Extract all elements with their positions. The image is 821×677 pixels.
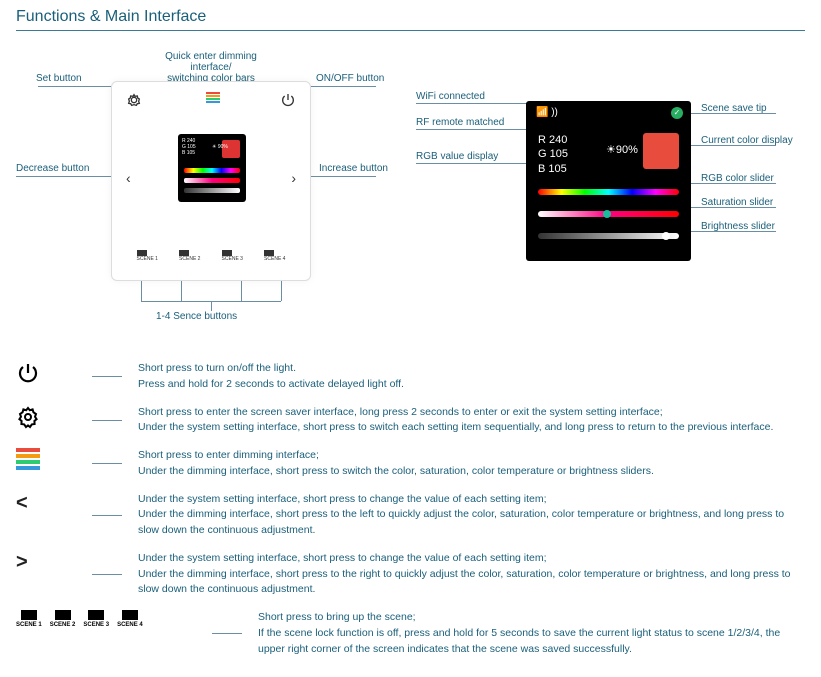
panel-screen: R 240G 105B 105 ☀ 90% xyxy=(178,134,246,202)
legend-row-right: > Under the system setting interface, sh… xyxy=(16,551,805,598)
scene-button-4: SCENE 4 xyxy=(264,250,285,262)
diagrams-container: Set button Quick enter dimming interface… xyxy=(16,51,805,331)
label-onoff: ON/OFF button xyxy=(316,73,384,84)
legend-text-left: Under the system setting interface, shor… xyxy=(138,492,805,539)
gear-icon xyxy=(126,92,142,111)
wifi-icon: 📶 )) xyxy=(536,107,558,118)
power-icon xyxy=(16,361,76,385)
device-panel: ‹ › R 240G 105B 105 ☀ 90% SCENE 1 SCENE … xyxy=(111,81,311,281)
chevron-right-icon: › xyxy=(291,170,296,186)
chevron-left-icon: < xyxy=(16,492,76,515)
screen-rgb-values: R 240 G 105 B 105 xyxy=(538,133,568,176)
label-decrease: Decrease button xyxy=(16,163,89,174)
label-increase: Increase button xyxy=(319,163,388,174)
bars-icon xyxy=(16,448,76,472)
screen-diagram: WiFi connected RF remote matched RGB val… xyxy=(416,81,786,301)
scene-button-row: SCENE 1 SCENE 2 SCENE 3 SCENE 4 xyxy=(112,250,310,262)
scene-button-3: SCENE 3 xyxy=(222,250,243,262)
bars-icon xyxy=(206,92,220,104)
label-scenes: 1-4 Sence buttons xyxy=(156,311,237,322)
label-rgbval: RGB value display xyxy=(416,151,498,162)
legend-text-gear: Short press to enter the screen saver in… xyxy=(138,405,805,437)
legend-text-power: Short press to turn on/off the light. Pr… xyxy=(138,361,805,393)
scene-button-2: SCENE 2 xyxy=(179,250,200,262)
label-rf: RF remote matched xyxy=(416,117,504,128)
label-set: Set button xyxy=(36,73,82,84)
legend-row-scenes: SCENE 1 SCENE 2 SCENE 3 SCENE 4 Short pr… xyxy=(16,610,805,657)
legend-text-right: Under the system setting interface, shor… xyxy=(138,551,805,598)
panel-diagram: Set button Quick enter dimming interface… xyxy=(16,51,356,331)
legend-text-scenes: Short press to bring up the scene; If th… xyxy=(258,610,805,657)
legend: Short press to turn on/off the light. Pr… xyxy=(16,361,805,657)
tick-icon: ✓ xyxy=(671,107,683,119)
label-quick: Quick enter dimming interface/ switching… xyxy=(146,51,276,84)
legend-row-bars: Short press to enter dimming interface; … xyxy=(16,448,805,480)
legend-text-bars: Short press to enter dimming interface; … xyxy=(138,448,805,480)
chevron-left-icon: ‹ xyxy=(126,170,131,186)
scene-buttons-icon: SCENE 1 SCENE 2 SCENE 3 SCENE 4 xyxy=(16,610,196,628)
gear-icon xyxy=(16,405,76,429)
screen-swatch xyxy=(643,133,679,169)
legend-row-gear: Short press to enter the screen saver in… xyxy=(16,405,805,437)
screen-brightness: ☀90% xyxy=(606,143,638,156)
power-icon xyxy=(280,92,296,111)
screen-detail: 📶 )) ✓ R 240 G 105 B 105 ☀90% xyxy=(526,101,691,261)
legend-row-left: < Under the system setting interface, sh… xyxy=(16,492,805,539)
brightness-slider xyxy=(538,233,679,239)
chevron-right-icon: > xyxy=(16,551,76,574)
label-wifi: WiFi connected xyxy=(416,91,485,102)
legend-row-power: Short press to turn on/off the light. Pr… xyxy=(16,361,805,393)
mini-brightness: ☀ 90% xyxy=(212,144,228,150)
scene-button-1: SCENE 1 xyxy=(137,250,158,262)
page-title: Functions & Main Interface xyxy=(16,8,805,31)
saturation-slider xyxy=(538,211,679,217)
rgb-slider xyxy=(538,189,679,195)
